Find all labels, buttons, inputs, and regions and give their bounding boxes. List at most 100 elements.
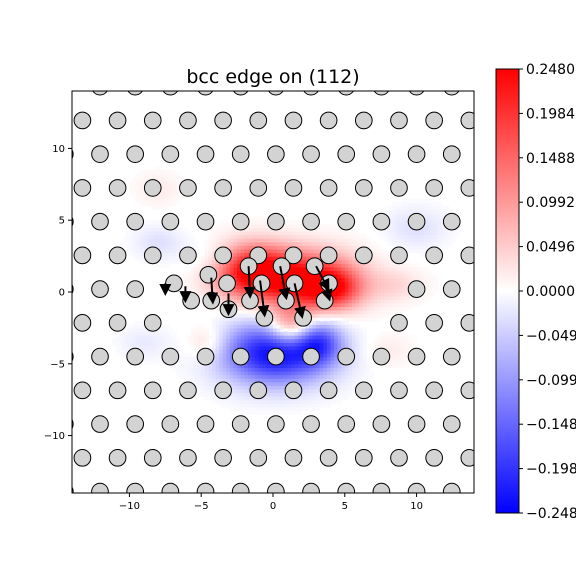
heatmap-cell [344, 378, 349, 383]
heatmap-cell [129, 331, 134, 336]
heatmap-cell [377, 256, 382, 261]
heatmap-cell [319, 367, 324, 372]
heatmap-cell [247, 327, 253, 333]
heatmap-cell [387, 345, 393, 351]
heatmap-cell [226, 399, 231, 404]
heatmap-cell [204, 241, 209, 246]
heatmap-cell [265, 292, 271, 297]
heatmap-cell [298, 331, 303, 336]
heatmap-cell [190, 327, 195, 333]
heatmap-cell [273, 256, 278, 261]
heatmap-cell [398, 238, 403, 243]
heatmap-cell [269, 227, 274, 232]
heatmap-cell [305, 270, 310, 275]
heatmap-cell [391, 230, 396, 236]
heatmap-cell [176, 227, 181, 232]
heatmap-cell [265, 299, 271, 304]
heatmap-cell [229, 388, 235, 394]
heatmap-cell [337, 385, 342, 390]
heatmap-cell [172, 195, 177, 200]
heatmap-cell [168, 198, 174, 203]
heatmap-cell [251, 403, 256, 408]
heatmap-cell [287, 313, 292, 318]
heatmap-cell [334, 331, 339, 336]
heatmap-cell [258, 324, 263, 329]
heatmap-cell [133, 252, 138, 257]
heatmap-cell [430, 220, 436, 225]
heatmap-cell [143, 349, 148, 354]
heatmap-cell [344, 284, 349, 290]
heatmap-cell [190, 335, 195, 340]
heatmap-cell [208, 234, 213, 239]
heatmap-cell [190, 284, 195, 290]
heatmap-cell [244, 331, 249, 336]
heatmap-cell [251, 216, 256, 221]
heatmap-cell [294, 302, 299, 307]
heatmap-cell [129, 245, 134, 250]
heatmap-cell [258, 241, 263, 246]
heatmap-cell [298, 324, 303, 329]
heatmap-cell [125, 230, 131, 236]
heatmap-cell [226, 320, 231, 325]
heatmap-cell [369, 284, 375, 290]
heatmap-cell [168, 191, 174, 196]
heatmap-cell [337, 399, 342, 404]
atom [390, 179, 408, 197]
heatmap-cell [330, 342, 335, 347]
heatmap-cell [326, 356, 332, 361]
heatmap-cell [129, 238, 134, 243]
heatmap-cell [373, 252, 378, 257]
atom [232, 91, 249, 96]
atom [302, 145, 320, 163]
heatmap-cell [237, 295, 242, 300]
heatmap-cell [229, 392, 235, 397]
heatmap-cell [222, 349, 227, 354]
heatmap-cell [273, 241, 278, 246]
heatmap-cell [219, 274, 224, 279]
heatmap-cell [334, 223, 339, 228]
heatmap-cell [301, 245, 306, 250]
heatmap-cell [438, 234, 443, 239]
heatmap-cell [326, 353, 332, 358]
heatmap-cell [190, 338, 195, 343]
heatmap-cell [269, 302, 274, 307]
heatmap-cell [280, 396, 285, 401]
heatmap-cell [441, 227, 446, 232]
heatmap-cell [233, 241, 238, 246]
heatmap-cell [197, 302, 202, 307]
heatmap-cell [412, 241, 418, 246]
heatmap-cell [359, 270, 364, 275]
heatmap-cell [226, 374, 231, 379]
heatmap-cell [359, 241, 364, 246]
heatmap-cell [280, 392, 285, 397]
atom [91, 280, 109, 298]
heatmap-cell [251, 335, 256, 340]
heatmap-cell [398, 202, 403, 207]
heatmap-cell [369, 277, 375, 282]
heatmap-cell [366, 270, 371, 275]
heatmap-cell [287, 309, 292, 315]
heatmap-cell [258, 374, 263, 379]
atom [73, 179, 92, 197]
heatmap-cell [262, 216, 267, 221]
heatmap-cell [337, 342, 342, 347]
atom [390, 246, 408, 265]
heatmap-cell [405, 205, 410, 211]
heatmap-cell [161, 248, 166, 254]
heatmap-cell [176, 338, 181, 343]
heatmap-cell [308, 252, 314, 257]
heatmap-cell [244, 381, 249, 386]
heatmap-cell [158, 195, 163, 200]
heatmap-cell [201, 367, 206, 372]
heatmap-cell [452, 234, 457, 239]
heatmap-cell [341, 335, 346, 340]
heatmap-cell [287, 317, 292, 322]
heatmap-cell [251, 227, 256, 232]
heatmap-cell [176, 241, 181, 246]
heatmap-cell [158, 259, 163, 264]
heatmap-cell [319, 245, 324, 250]
heatmap-cell [391, 338, 396, 343]
heatmap-cell [412, 274, 418, 279]
heatmap-cell [276, 317, 281, 322]
heatmap-cell [341, 385, 346, 390]
